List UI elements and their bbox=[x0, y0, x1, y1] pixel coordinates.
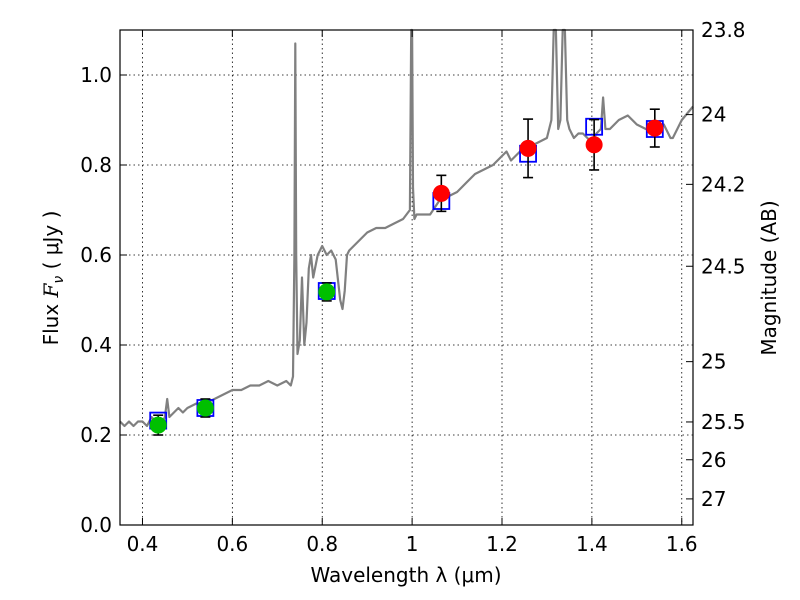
x-tick-label: 1.4 bbox=[576, 532, 608, 556]
y-axis-label-subscript: ν bbox=[51, 276, 67, 284]
right-tick-label: 23.8 bbox=[701, 18, 746, 42]
y-tick-label: 0.6 bbox=[80, 243, 112, 267]
right-axis-label: Magnitude (AB) bbox=[757, 200, 781, 355]
y-tick-label: 0.8 bbox=[80, 153, 112, 177]
x-axis-label: Wavelength λ (μm) bbox=[310, 563, 501, 587]
right-tick-label: 24 bbox=[701, 103, 726, 127]
right-tick-label: 25.5 bbox=[701, 410, 746, 434]
right-tick-label: 24.5 bbox=[701, 254, 746, 278]
y-axis-label-symbol: F bbox=[39, 282, 63, 298]
x-tick-label: 1.6 bbox=[666, 532, 698, 556]
grid bbox=[120, 30, 693, 526]
y-tick-label: 0.4 bbox=[80, 333, 112, 357]
axes: 0.4 0.6 0.8 1 1.2 1.4 1.6 0.0 0.2 0.4 0.6 0.8 1.0 23.… bbox=[80, 18, 745, 556]
y-tick-label: 1.0 bbox=[80, 63, 112, 87]
observed-point bbox=[196, 399, 214, 417]
right-tick-label: 24.2 bbox=[701, 172, 746, 196]
y-tick-label: 0.0 bbox=[80, 513, 112, 537]
observed-point bbox=[519, 139, 537, 157]
spectrum-line bbox=[119, 28, 694, 428]
plot-area bbox=[119, 28, 694, 436]
x-tick-label: 0.4 bbox=[127, 532, 159, 556]
observed-point bbox=[149, 416, 167, 434]
right-tick-label: 27 bbox=[701, 487, 726, 511]
x-tick-label: 0.6 bbox=[216, 532, 248, 556]
x-tick-label: 1 bbox=[406, 532, 419, 556]
observed-point bbox=[318, 283, 336, 301]
x-tick-label: 1.2 bbox=[486, 532, 518, 556]
right-tick-label: 26 bbox=[701, 448, 726, 472]
observed-point bbox=[432, 184, 450, 202]
y-axis-label-prefix: Flux bbox=[39, 297, 63, 345]
x-tick-label: 0.8 bbox=[306, 532, 338, 556]
y-axis-label-units: ( μJy ) bbox=[39, 211, 63, 276]
plot-frame bbox=[119, 29, 694, 526]
y-tick-label: 0.2 bbox=[80, 423, 112, 447]
observed-point bbox=[585, 136, 603, 154]
right-tick-label: 25 bbox=[701, 350, 726, 374]
y-axis-label: Flux Fν ( μJy ) bbox=[39, 211, 67, 346]
observed-point bbox=[646, 119, 664, 137]
